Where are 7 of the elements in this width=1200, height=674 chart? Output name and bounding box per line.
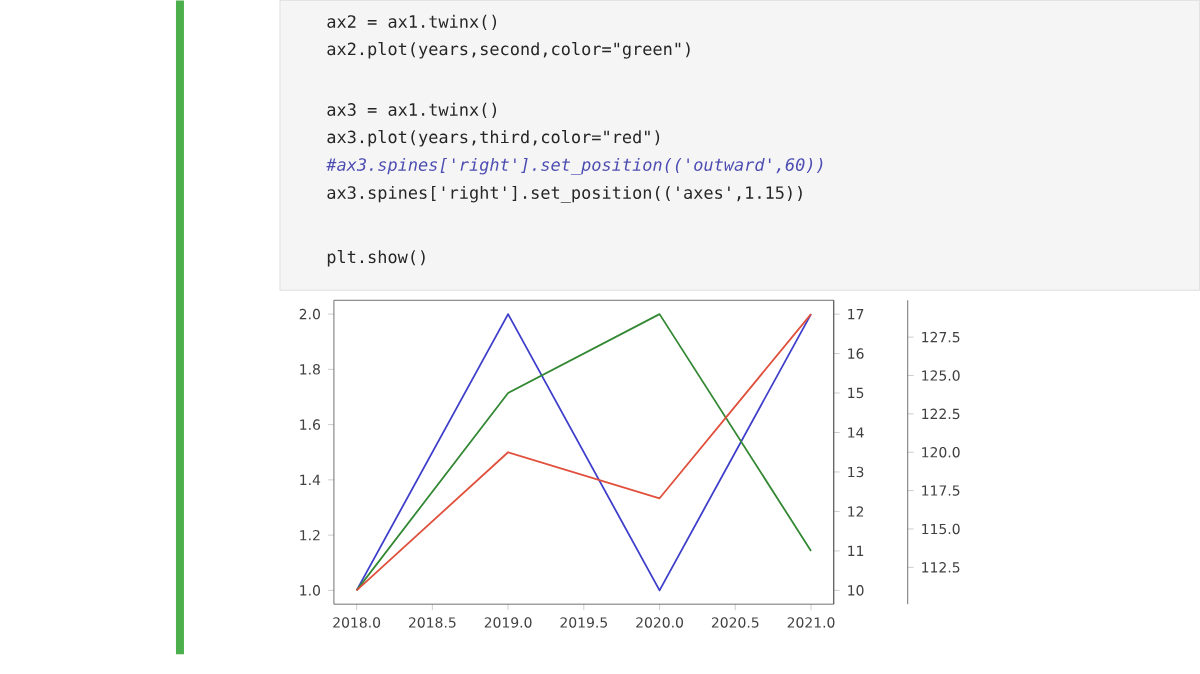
text: ax3.spines['right'].set_position(('axes',1.15)) xyxy=(327,185,802,203)
text: #ax3.spines['right'].set_position(('outward',60)) xyxy=(326,157,823,175)
text: ax3.plot(years,third,color="red") xyxy=(327,130,660,147)
text: ax2 = ax1.twinx() xyxy=(327,14,497,30)
text: ax3 = ax1.twinx() xyxy=(327,102,497,118)
text: plt.show() xyxy=(327,250,425,267)
text: ax2.plot(years,second,color="green") xyxy=(327,42,690,59)
